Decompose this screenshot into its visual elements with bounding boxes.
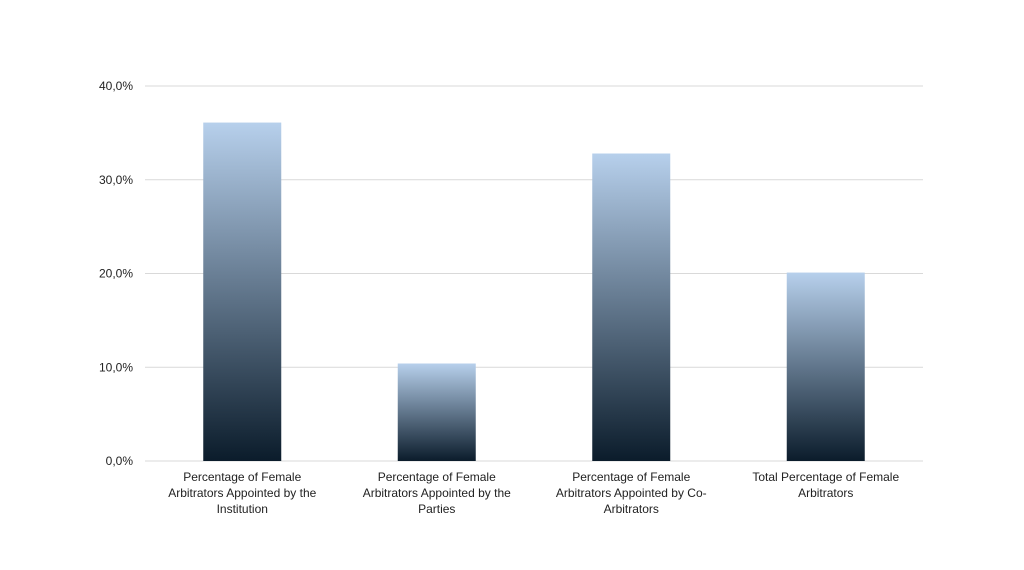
x-category-label-line: Percentage of Female — [378, 470, 496, 484]
y-tick-label: 0,0% — [106, 454, 134, 468]
bar — [203, 122, 282, 461]
y-tick-label: 10,0% — [99, 360, 133, 374]
x-category-label-line: Arbitrators Appointed by the — [363, 486, 511, 500]
bars — [203, 122, 865, 461]
bar — [592, 153, 671, 461]
x-category-label-line: Percentage of Female — [572, 470, 690, 484]
x-category-label: Percentage of Female Arbitrators Appointe… — [363, 470, 511, 516]
x-category-label-line: Parties — [418, 502, 455, 516]
x-category-label: Percentage of Female Arbitrators Appointe… — [168, 470, 316, 516]
x-category-label-line: Arbitrators — [798, 486, 853, 500]
x-category-label-line: Total Percentage of Female — [752, 470, 899, 484]
bar — [786, 272, 865, 461]
bar — [397, 363, 476, 461]
x-category-label-line: Arbitrators Appointed by Co- — [556, 486, 707, 500]
x-axis-category-labels: Percentage of Female Arbitrators Appointe… — [168, 470, 899, 516]
y-tick-label: 40,0% — [99, 79, 133, 93]
x-category-label: Percentage of Female Arbitrators Appointe… — [556, 470, 707, 516]
y-axis-ticks: 0,0% 10,0% 20,0% 30,0% 40,0% — [99, 79, 133, 468]
x-category-label-line: Institution — [217, 502, 268, 516]
x-category-label-line: Arbitrators — [604, 502, 659, 516]
x-category-label-line: Arbitrators Appointed by the — [168, 486, 316, 500]
x-category-label-line: Percentage of Female — [183, 470, 301, 484]
y-tick-label: 20,0% — [99, 267, 133, 281]
x-category-label: Total Percentage of Female Arbitrators — [752, 470, 899, 500]
y-tick-label: 30,0% — [99, 173, 133, 187]
